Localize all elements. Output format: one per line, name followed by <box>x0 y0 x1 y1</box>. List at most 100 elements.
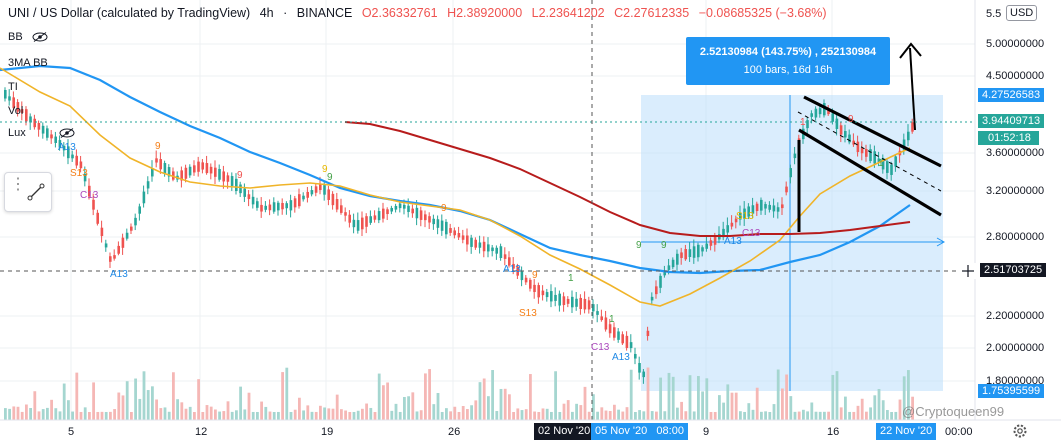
volume-bar <box>663 411 667 420</box>
volume-bar <box>634 411 637 420</box>
candle-body <box>793 153 797 159</box>
candle-body <box>785 186 788 193</box>
drag-handle-icon[interactable]: ⋮ <box>10 176 26 193</box>
volume-bar <box>37 411 41 420</box>
candle-body <box>96 212 99 224</box>
candle-body <box>432 218 435 225</box>
time-tick: 19 <box>321 426 334 438</box>
price-tick: 5.00000000 <box>986 38 1045 50</box>
volume-bar <box>264 406 268 420</box>
candle-body <box>340 205 343 213</box>
crosshair-plus-icon[interactable] <box>960 263 976 279</box>
volume-bar <box>340 409 343 420</box>
candle-body <box>583 298 587 310</box>
candle-body <box>327 189 330 200</box>
volume-bar <box>109 411 112 420</box>
candle-body <box>373 215 377 220</box>
volume-bar <box>806 411 809 420</box>
measure-range-box[interactable] <box>641 95 943 391</box>
candle-body <box>835 118 839 129</box>
candle-body <box>844 131 847 138</box>
candle-body <box>8 96 11 101</box>
crosshair-price-badge: 2.51703725 <box>980 263 1047 277</box>
volume-bar <box>235 410 238 420</box>
settings-gear-icon[interactable] <box>1013 424 1027 438</box>
candle-body <box>512 263 515 269</box>
candle-body <box>58 140 62 148</box>
volume-bar <box>130 411 133 420</box>
volume-bar <box>79 411 83 420</box>
candle-body <box>848 134 851 143</box>
volume-bar <box>62 383 66 420</box>
volume-bar <box>503 388 507 420</box>
eye-hidden-icon[interactable] <box>32 32 48 42</box>
candle-body <box>482 241 486 252</box>
candle-body <box>436 219 440 228</box>
candle-body <box>902 139 906 150</box>
indicator-lux[interactable]: Lux <box>8 127 75 139</box>
candle-body <box>571 296 574 308</box>
volume-bar <box>184 408 188 420</box>
candle-body <box>37 123 41 130</box>
volume-bar <box>734 392 738 420</box>
volume-bar <box>445 408 448 420</box>
channel-midline <box>797 111 942 192</box>
volume-bar <box>88 411 91 420</box>
volume-bar <box>865 411 868 420</box>
indicator-bb[interactable]: BB <box>8 31 48 43</box>
eye-hidden-icon[interactable] <box>59 128 75 138</box>
symbol-title[interactable]: UNI / US Dollar (calculated by TradingVi… <box>8 6 251 20</box>
candle-body <box>218 168 221 180</box>
candle-body <box>117 245 120 254</box>
indicator-ti[interactable]: TI <box>8 81 18 93</box>
candle-body <box>361 217 364 230</box>
candle-body <box>470 237 473 247</box>
candle-body <box>398 203 402 209</box>
volume-bar <box>793 411 797 420</box>
trend-line-tool-icon[interactable] <box>27 183 45 201</box>
indicator-3ma-bb[interactable]: 3MA BB <box>8 57 48 69</box>
td-label: A13 <box>110 269 128 280</box>
candle-body <box>201 162 204 170</box>
candle-body <box>827 108 830 115</box>
high-value: H2.38920000 <box>447 6 523 20</box>
volume-bar <box>823 411 826 420</box>
indicator-vol[interactable]: Vol <box>8 105 24 117</box>
volume-bar <box>558 411 562 420</box>
candle-body <box>142 191 146 204</box>
currency-button[interactable]: USD <box>1006 5 1038 21</box>
volume-bar <box>71 411 74 420</box>
candle-body <box>214 167 217 177</box>
candle-body <box>663 271 666 276</box>
volume-bar <box>331 408 335 420</box>
candle-body <box>776 207 780 212</box>
candle-body <box>445 221 448 235</box>
volume-bar <box>268 411 272 420</box>
candle-body <box>650 296 654 301</box>
volume-bar <box>310 411 314 420</box>
volume-bar <box>638 410 641 420</box>
volume-bar <box>541 408 545 420</box>
candle-body <box>33 118 36 128</box>
volume-bar <box>146 390 150 420</box>
interval-label[interactable]: 4h <box>259 6 274 20</box>
candle-body <box>62 145 66 151</box>
volume-bar <box>537 411 541 420</box>
candle-body <box>29 116 32 123</box>
candle-body <box>684 249 687 260</box>
volume-bar <box>776 369 780 420</box>
candle-body <box>814 108 818 118</box>
candle-body <box>860 148 864 154</box>
candle-body <box>865 149 868 157</box>
candle-body <box>352 219 356 228</box>
volume-bar <box>230 411 234 420</box>
volume-bar <box>121 395 125 420</box>
candle-body <box>692 246 696 258</box>
candle-body <box>566 298 570 304</box>
drawing-toolbox[interactable]: ⋮ <box>4 172 52 212</box>
volume-bar <box>277 411 280 420</box>
candle-body <box>533 284 536 293</box>
volume-bar <box>100 411 104 420</box>
candle-body <box>537 285 540 298</box>
